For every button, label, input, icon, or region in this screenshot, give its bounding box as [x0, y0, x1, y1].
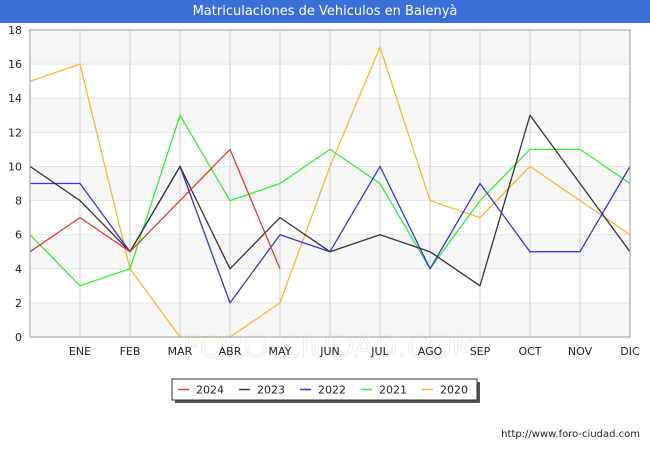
y-tick-label: 10 — [8, 160, 22, 173]
x-tick-label: OCT — [518, 345, 541, 358]
x-tick-label: SEP — [470, 345, 491, 358]
y-tick-label: 12 — [8, 126, 22, 139]
y-tick-label: 18 — [8, 24, 22, 37]
legend-label-2021: 2021 — [379, 384, 407, 397]
y-tick-label: 16 — [8, 58, 22, 71]
x-tick-label: JUL — [370, 345, 389, 358]
y-tick-label: 4 — [15, 263, 22, 276]
y-tick-label: 8 — [15, 195, 22, 208]
series-lines — [29, 46, 631, 338]
series-line-2024 — [29, 148, 281, 270]
y-tick-label: 6 — [15, 229, 22, 242]
legend-box — [171, 378, 478, 401]
x-axis-labels: ENE FEB MAR ABR MAY JUN JUL AGO SEP OCT NOV DIC — [69, 345, 640, 358]
x-tick-label: AGO — [418, 345, 443, 358]
x-tick-label: MAR — [168, 345, 193, 358]
y-tick-label: 0 — [15, 331, 22, 344]
legend-label-2022: 2022 — [318, 384, 346, 397]
x-tick-label: JUN — [319, 345, 340, 358]
legend-label-2023: 2023 — [257, 384, 285, 397]
x-tick-label: ENE — [69, 345, 91, 358]
x-tick-label: MAY — [269, 345, 292, 358]
x-tick-label: NOV — [568, 345, 593, 358]
legend-label-2020: 2020 — [440, 384, 468, 397]
chart-title: Matriculaciones de Vehiculos en Balenyà — [0, 0, 650, 23]
series-line-2021 — [29, 114, 631, 287]
x-tick-label: ABR — [219, 345, 242, 358]
source-url[interactable]: http://www.foro-ciudad.com — [501, 429, 640, 440]
legend: 2024 2023 2022 2021 2020 — [171, 378, 480, 403]
y-axis-labels: 0 2 4 6 8 10 12 14 16 18 — [8, 24, 22, 344]
x-tick-label: DIC — [620, 345, 640, 358]
legend-label-2024: 2024 — [196, 384, 224, 397]
y-tick-label: 14 — [8, 92, 22, 105]
y-tick-label: 2 — [15, 297, 22, 310]
x-tick-label: FEB — [120, 345, 141, 358]
plot-frame — [29, 29, 631, 338]
